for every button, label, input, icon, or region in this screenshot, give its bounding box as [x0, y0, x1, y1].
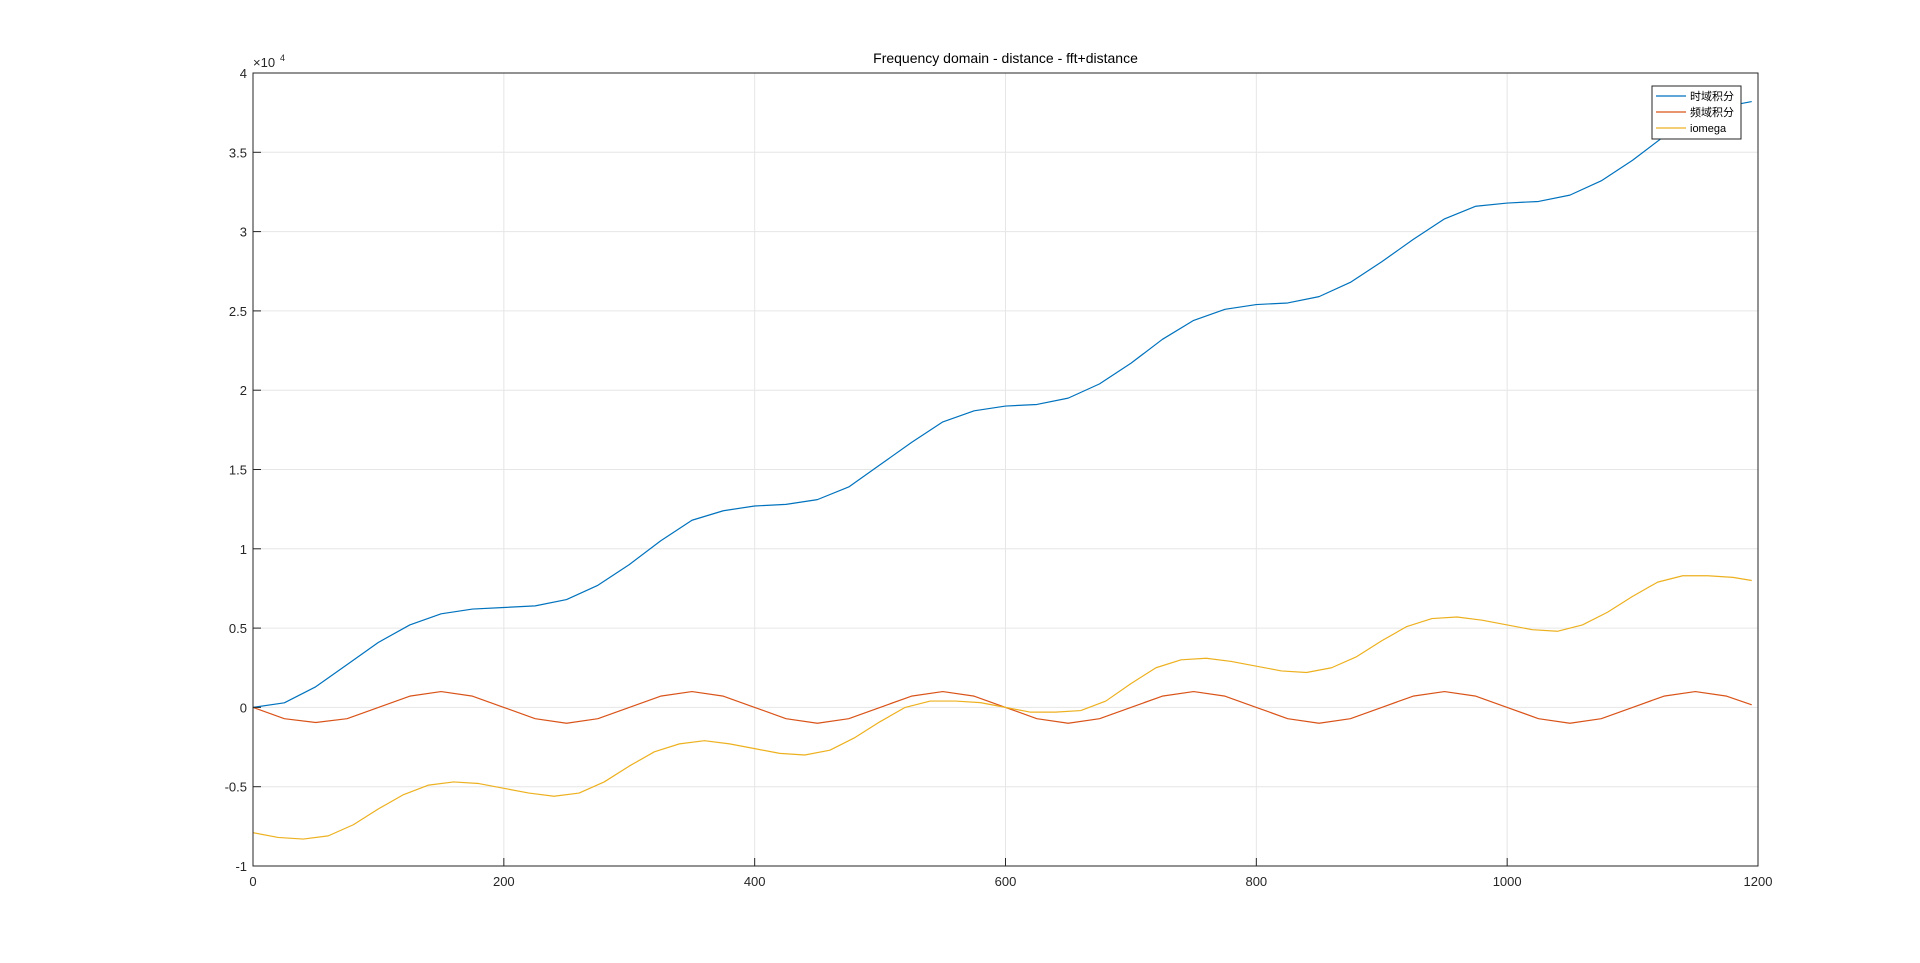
y-tick-label: 3: [240, 225, 247, 240]
series-layer: [252, 100, 1752, 840]
y-exponent-power: 4: [280, 53, 285, 63]
legend-label-2: 频域积分: [1690, 105, 1734, 119]
y-exponent-base: ×10: [253, 55, 275, 70]
y-tick-label: 2: [240, 383, 247, 398]
x-tick-label: 600: [995, 874, 1017, 889]
x-tick-label: 200: [493, 874, 515, 889]
y-tick-label: 0.5: [229, 621, 247, 636]
x-tick-label: 1000: [1493, 874, 1522, 889]
tick-labels: 0 200 400 600 800 1000 1200 -1 -0.5 0 0.5 1 1.5 2 2.5 3…: [225, 66, 1773, 889]
x-tick-label: 400: [744, 874, 766, 889]
y-tick-label: -0.5: [225, 780, 247, 795]
y-exponent-label: ×10 4: [253, 53, 285, 70]
x-tick-label: 0: [249, 874, 256, 889]
x-tick-label: 1200: [1744, 874, 1773, 889]
chart-title: Frequency domain - distance - fft+distan…: [873, 50, 1138, 66]
y-tick-label: -1: [235, 859, 247, 874]
x-tick-label: 800: [1245, 874, 1267, 889]
y-tick-label: 0: [240, 700, 247, 715]
axes: [252, 72, 1759, 867]
legend-label-3: iomega: [1690, 123, 1727, 135]
y-tick-label: 1.5: [229, 463, 247, 478]
series-line-3: [252, 575, 1752, 840]
y-tick-label: 2.5: [229, 304, 247, 319]
series-line-1: [252, 100, 1752, 708]
y-tick-label: 1: [240, 542, 247, 557]
legend-label-1: 时域积分: [1690, 90, 1734, 103]
y-tick-label: 4: [240, 66, 247, 81]
y-tick-label: 3.5: [229, 145, 247, 160]
